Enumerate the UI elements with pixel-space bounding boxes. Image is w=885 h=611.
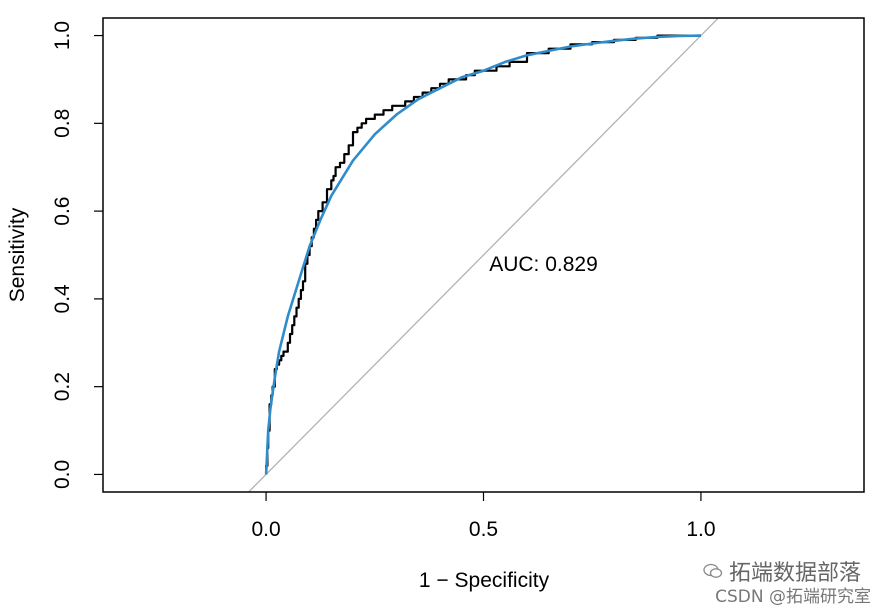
x-tick-label: 1.0 (686, 518, 715, 541)
watermark-brand: 拓端数据部落 (703, 555, 861, 587)
wechat-icon (703, 563, 723, 578)
x-axis-title: 1 − Specificity (419, 569, 550, 592)
y-tick-label: 1.0 (51, 21, 74, 50)
y-tick-label: 0.0 (51, 460, 74, 489)
y-tick-label: 0.4 (51, 284, 74, 314)
watermark-csdn: CSDN @拓端研究室 (715, 587, 871, 607)
reference-diagonal-line (247, 18, 720, 492)
x-tick-label: 0.5 (469, 518, 498, 541)
y-tick-label: 0.8 (51, 109, 74, 138)
y-tick-label: 0.6 (51, 197, 74, 226)
y-axis-title: Sensitivity (6, 207, 29, 302)
y-tick-label: 0.2 (51, 372, 74, 401)
watermark-line1: 拓端数据部落 (728, 561, 861, 586)
smoothed-roc-line (264, 34, 701, 475)
auc-annotation: AUC: 0.829 (489, 253, 598, 276)
x-tick-label: 0.0 (251, 518, 280, 541)
